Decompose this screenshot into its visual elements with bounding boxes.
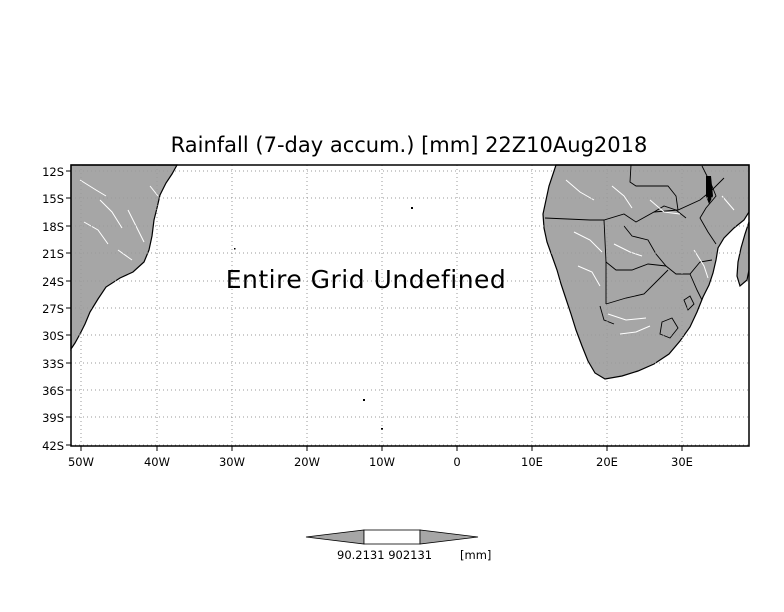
axis-ticks <box>66 170 683 451</box>
colorbar-center-box <box>363 529 421 545</box>
lat-label: 24S <box>42 275 64 289</box>
lat-label: 36S <box>42 384 64 398</box>
south-america-landmass <box>70 164 179 351</box>
lon-label: 10W <box>369 455 395 469</box>
longitude-axis: 50W 40W 30W 20W 10W 0 10E 20E 30E <box>68 455 693 469</box>
lat-label: 33S <box>42 357 64 371</box>
lon-label: 50W <box>68 455 94 469</box>
map-frame <box>70 164 750 447</box>
colorbar-left-triangle <box>305 529 365 545</box>
lat-label: 12S <box>42 165 64 179</box>
map-title: Rainfall (7-day accum.) [mm] 22Z10Aug201… <box>171 133 648 157</box>
lat-label: 18S <box>42 220 64 234</box>
graticule <box>71 165 749 446</box>
lon-label: 0 <box>453 455 460 469</box>
lat-label: 15S <box>42 192 64 206</box>
lake-malawi <box>706 176 713 204</box>
lon-label: 10E <box>521 455 543 469</box>
lat-label: 30S <box>42 329 64 343</box>
country-borders <box>544 164 725 339</box>
lon-label: 30W <box>219 455 245 469</box>
lat-label: 42S <box>42 439 64 453</box>
map-panel <box>70 164 750 447</box>
lon-label: 20E <box>596 455 618 469</box>
colorbar-unit-label: [mm] <box>460 548 491 562</box>
colorbar-value-label: 90.2131 902131 <box>337 548 432 562</box>
lon-label: 30E <box>671 455 693 469</box>
lat-label: 39S <box>42 411 64 425</box>
colorbar: 90.2131 902131 [mm] <box>305 529 491 562</box>
africa-landmass <box>542 164 750 380</box>
lon-label: 20W <box>294 455 320 469</box>
lat-label: 27S <box>42 302 64 316</box>
latitude-axis: 12S 15S 18S 21S 24S 27S 30S 33S 36S 39S … <box>42 165 64 453</box>
colorbar-right-triangle <box>419 529 479 545</box>
lon-label: 40W <box>144 455 170 469</box>
undefined-grid-message: Entire Grid Undefined <box>226 265 507 294</box>
lat-label: 21S <box>42 247 64 261</box>
rivers <box>79 179 735 335</box>
